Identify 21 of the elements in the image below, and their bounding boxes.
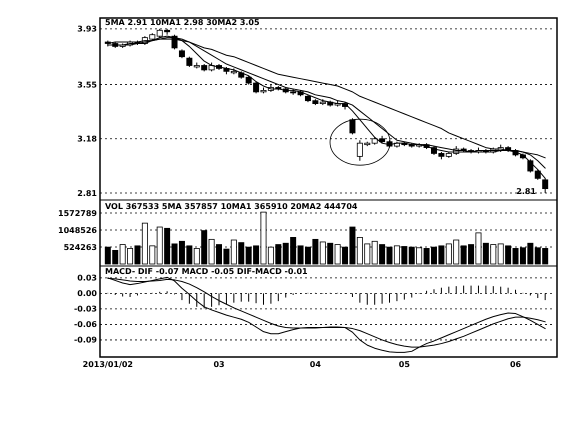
y-tick-label: 1048526 [58, 226, 98, 235]
y-tick-label: 0.00 [77, 289, 98, 298]
y-tick-label: 3.55 [77, 80, 98, 90]
x-tick-label: 03 [213, 360, 225, 369]
y-tick-label: 3.18 [77, 134, 98, 144]
y-tick-label: 2.81 [77, 188, 98, 198]
y-tick-label: 3.93 [77, 24, 97, 34]
x-tick-label: 04 [310, 360, 322, 369]
y-tick-label: -0.06 [74, 320, 98, 330]
y-tick-label: 524263 [64, 242, 97, 252]
chart-title: VOL 367533 5MA 357857 10MA1 365910 20MA2 444704 [105, 202, 358, 211]
x-tick-label: 2013/01/02 [82, 360, 134, 369]
x-tick-label: 05 [398, 360, 410, 369]
y-tick-label: -0.09 [74, 336, 98, 345]
y-tick-label: -0.03 [74, 304, 97, 314]
chart-title: 5MA 2.91 10MA1 2.98 30MA2 3.05 [105, 18, 260, 27]
y-tick-label: 0.03 [77, 274, 97, 283]
x-tick-label: 06 [510, 360, 522, 369]
chart-title: MACD- DIF -0.07 MACD -0.05 DIF-MACD -0.01 [105, 267, 308, 276]
annotation: 2.81 [516, 187, 536, 196]
y-tick-label: 1572789 [58, 208, 98, 218]
